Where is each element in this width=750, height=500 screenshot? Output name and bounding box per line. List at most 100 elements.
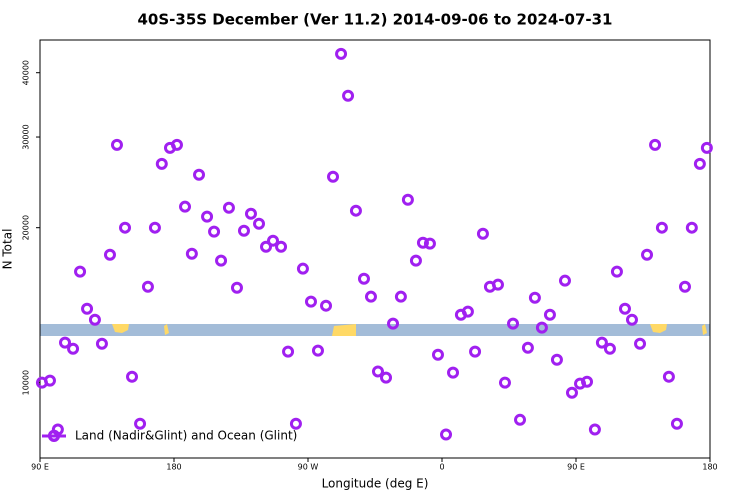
point (588, 423, 601, 436)
plot-frame (39, 39, 711, 459)
point (394, 290, 407, 303)
point (126, 370, 139, 383)
point (581, 375, 594, 388)
point (59, 336, 72, 349)
y-axis-label: N Total (1, 229, 15, 270)
point (253, 217, 266, 230)
point (230, 281, 243, 294)
point (498, 376, 511, 389)
point (521, 341, 534, 354)
legend-label: Land (Nadir&Glint) and Ocean (Glint) (75, 429, 297, 443)
point (514, 413, 527, 426)
point (267, 234, 280, 247)
point (662, 370, 675, 383)
point (215, 254, 228, 267)
point (423, 237, 436, 250)
point (476, 227, 489, 240)
point (95, 337, 108, 350)
land (702, 324, 707, 335)
point (700, 141, 713, 154)
point (88, 313, 101, 326)
point (141, 280, 154, 293)
x-axis-label: Longitude (deg E) (322, 477, 429, 491)
y-tick-label: 10000 (22, 370, 31, 395)
point (170, 138, 183, 151)
point (491, 278, 504, 291)
map-strip (40, 324, 710, 336)
point (387, 317, 400, 330)
point (603, 342, 616, 355)
point (193, 168, 206, 181)
y-tick-label: 40000 (22, 60, 31, 85)
point (461, 305, 474, 318)
point (282, 345, 295, 358)
point (595, 336, 608, 349)
point (74, 265, 87, 278)
point (693, 157, 706, 170)
land (650, 324, 667, 333)
x-tick-label: 180 (702, 463, 717, 472)
x-tick-label: 90 E (31, 463, 49, 472)
point (275, 240, 288, 253)
point (618, 302, 631, 315)
point (649, 138, 662, 151)
point (610, 265, 623, 278)
point (543, 308, 556, 321)
point (237, 224, 250, 237)
point (327, 170, 340, 183)
point (371, 365, 384, 378)
point (260, 240, 273, 253)
point (364, 290, 377, 303)
point (81, 302, 94, 315)
point (222, 201, 235, 214)
point (67, 342, 80, 355)
point (655, 221, 668, 234)
point (634, 337, 647, 350)
point (401, 193, 414, 206)
x-tick-label: 0 (439, 463, 444, 472)
point (558, 274, 571, 287)
point (289, 417, 302, 430)
point (43, 374, 56, 387)
point (148, 221, 161, 234)
point (244, 207, 257, 220)
point (440, 428, 453, 441)
point (528, 291, 541, 304)
point (185, 247, 198, 260)
point (409, 254, 422, 267)
point (208, 225, 221, 238)
land (332, 324, 356, 336)
y-tick-label: 20000 (22, 215, 31, 240)
ocean-band (40, 324, 710, 336)
point (685, 221, 698, 234)
point (155, 157, 168, 170)
point (304, 295, 317, 308)
point (678, 280, 691, 293)
x-tick-label: 180 (166, 463, 181, 472)
x-tick-label: 90 E (567, 463, 585, 472)
point (565, 386, 578, 399)
point (670, 417, 683, 430)
point (349, 204, 362, 217)
point (320, 299, 333, 312)
point (447, 366, 460, 379)
point (342, 89, 355, 102)
point (103, 248, 116, 261)
point (469, 345, 482, 358)
point (431, 348, 444, 361)
point (380, 371, 393, 384)
point (119, 221, 132, 234)
chart-title: 40S-35S December (Ver 11.2) 2014-09-06 t… (138, 11, 613, 29)
point (507, 317, 520, 330)
land (164, 324, 169, 335)
x-tick-label: 90 W (298, 463, 319, 472)
point (134, 417, 147, 430)
land (112, 324, 129, 333)
point (201, 210, 214, 223)
point (641, 248, 654, 261)
legend-marker (48, 430, 60, 442)
point (416, 236, 429, 249)
point (179, 200, 192, 213)
